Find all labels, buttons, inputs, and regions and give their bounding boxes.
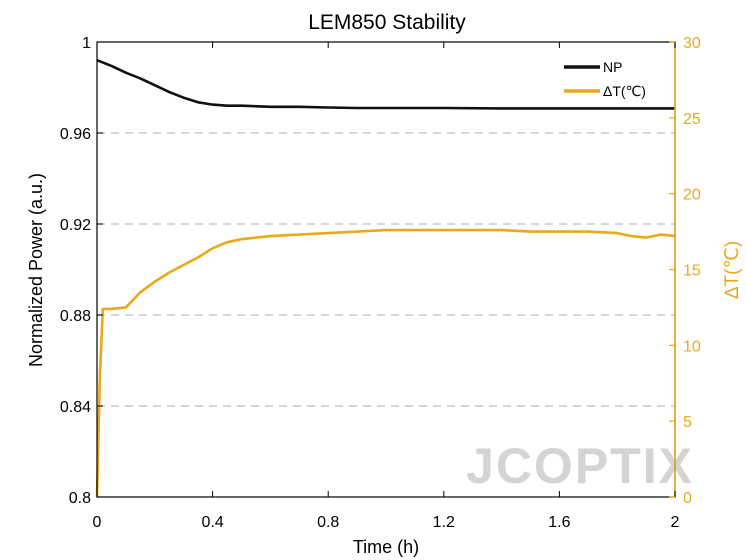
y-tick-label: 0.8 xyxy=(69,490,91,507)
series-line-dt xyxy=(95,228,676,498)
y-axis-left: 0.8 0.84 0.88 0.92 0.96 1 xyxy=(60,35,103,507)
x-axis: 0 0.4 0.8 1.2 1.6 2 xyxy=(93,42,680,531)
y-axis-label: Normalized Power (a.u.) xyxy=(26,173,46,367)
watermark-logo: JCOPTIX xyxy=(466,438,694,494)
y-right-tick-label: 5 xyxy=(683,414,692,431)
y-tick-label: 0.96 xyxy=(60,126,91,143)
y-axis-right: 0 5 10 15 20 25 30 xyxy=(669,35,701,507)
x-tick-label: 2 xyxy=(671,514,680,531)
x-tick-label: 1.6 xyxy=(548,514,570,531)
x-tick-label: 0.8 xyxy=(317,514,339,531)
gridlines xyxy=(97,132,675,407)
y-right-tick-label: 25 xyxy=(683,111,701,128)
y-right-tick-label: 10 xyxy=(683,338,701,355)
plot-frame xyxy=(96,41,676,498)
y-tick-label: 0.88 xyxy=(60,308,91,325)
chart-title: LEM850 Stability xyxy=(308,11,466,34)
y-right-tick-label: 20 xyxy=(683,187,701,204)
legend-label-dt: ΔT(℃) xyxy=(603,83,646,99)
y-right-tick-label: 15 xyxy=(683,263,701,280)
y-right-tick-label: 0 xyxy=(683,490,692,507)
y-tick-label: 0.92 xyxy=(60,217,91,234)
y-tick-label: 0.84 xyxy=(60,399,91,416)
x-axis-label: Time (h) xyxy=(353,537,419,557)
x-tick-label: 0.4 xyxy=(201,514,223,531)
legend-label-np: NP xyxy=(603,59,622,75)
series-layer xyxy=(95,58,676,498)
x-tick-label: 1.2 xyxy=(433,514,455,531)
y-axis-right-label: ΔT(℃) xyxy=(722,241,743,299)
y-tick-label: 1 xyxy=(82,35,91,52)
y-right-tick-label: 30 xyxy=(683,35,701,52)
series-line-np xyxy=(96,58,675,110)
legend: NP ΔT(℃) xyxy=(564,59,646,99)
x-tick-label: 0 xyxy=(93,514,102,531)
